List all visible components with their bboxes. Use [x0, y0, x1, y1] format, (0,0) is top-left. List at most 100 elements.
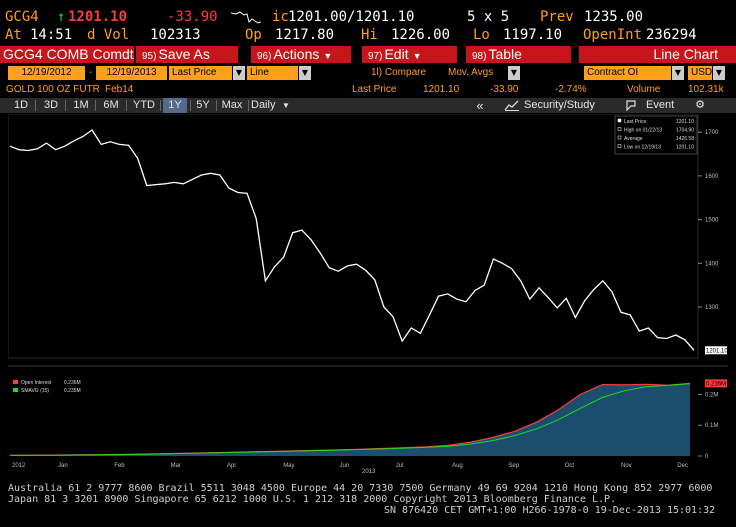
period-1y[interactable]: 1Y [163, 98, 187, 113]
info-last-price: 1201.10 [423, 84, 460, 95]
info-net-change: -33.90 [490, 84, 519, 95]
save-as-label: Save As [158, 46, 210, 62]
currency-select[interactable]: USD [688, 66, 712, 80]
table-button[interactable]: 98) Table [466, 46, 571, 63]
volume-label: d Vol [87, 27, 130, 43]
info-pct-change: -2.74% [555, 84, 587, 95]
start-date-input[interactable]: 12/19/2012 [8, 66, 85, 80]
period-ytd[interactable]: YTD [133, 99, 155, 111]
oi-legend-value: 0.236M [64, 380, 81, 386]
actions-menu[interactable]: 96) Actions ▼ [251, 46, 351, 63]
open-interest-label: OpenInt [583, 27, 643, 43]
x-tick-label: Sep [508, 463, 519, 469]
oi-y-tick-label: 0.2M [705, 392, 718, 398]
time-label: At [5, 27, 22, 43]
legend-value: 1201.10 [676, 119, 694, 125]
price-chart[interactable]: 1700 1600 1500 1400 1300 1201.10 0.2M 0.1M 0 0.… [8, 114, 728, 474]
security-field[interactable]: GCG4 COMB Comdt [0, 46, 134, 63]
divider [216, 100, 217, 111]
chart-style-dropdown-icon[interactable]: ▼ [299, 66, 311, 80]
edit-label: Edit [384, 46, 409, 62]
x-tick-label: Nov [621, 463, 632, 469]
footer-contacts-2: Japan 81 3 3201 8900 Singapore 65 6212 1… [8, 494, 617, 505]
smavg-line [9, 383, 691, 456]
oi-legend-value: 0.235M [64, 388, 81, 394]
divider [35, 100, 36, 111]
bid-ask: 1201.00/1201.10 [288, 9, 415, 25]
legend-marker [617, 127, 622, 131]
price-legend-box [614, 115, 698, 155]
x-tick-label: Mar [171, 463, 181, 469]
y-tick-label: 1300 [705, 305, 719, 311]
currency-dropdown-icon[interactable]: ▼ [713, 66, 725, 80]
event-button[interactable]: Event [646, 99, 675, 111]
x-year-label: 2013 [362, 469, 376, 474]
divider [248, 100, 249, 111]
open-interest-value: 236294 [646, 27, 697, 43]
price-field-dropdown-icon[interactable]: ▼ [233, 66, 245, 80]
divider [126, 100, 127, 111]
high-price: 1226.00 [391, 27, 451, 43]
x-tick-label: Jul [396, 463, 404, 469]
date-range-dash: - [89, 67, 93, 78]
last-price: 1201.10 [68, 9, 128, 25]
lower-study-select[interactable]: Contract OI [584, 66, 671, 80]
compare-button[interactable]: 1l) Compare [371, 67, 427, 78]
save-as-button[interactable]: 95) Save As [136, 46, 238, 63]
mov-avgs-button[interactable]: Mov. Avgs [448, 67, 494, 78]
high-label: Hi [361, 27, 378, 43]
period-6m[interactable]: 6M [103, 99, 119, 111]
period-3d[interactable]: 3D [43, 99, 59, 111]
oi-y-tick-label: 0.1M [705, 423, 718, 429]
divider [190, 100, 191, 111]
frequency-select[interactable]: Daily [251, 99, 276, 111]
legend-label: High on 01/22/13 [624, 128, 662, 134]
divider [65, 100, 66, 111]
period-max[interactable]: Max [221, 99, 243, 111]
mov-avgs-dropdown-icon[interactable]: ▼ [508, 66, 520, 80]
oi-legend-swatch [13, 380, 18, 384]
legend-marker [617, 144, 622, 148]
x-tick-label: Jun [340, 463, 350, 469]
collapse-icon[interactable]: « [476, 98, 484, 113]
ticker: GCG4 [5, 9, 39, 25]
period-1m[interactable]: 1M [73, 99, 89, 111]
legend-label: Average [624, 136, 643, 142]
legend-label: Last Price [624, 119, 646, 125]
divider [95, 100, 96, 111]
x-tick-label: Dec [677, 463, 688, 469]
chart-style-select[interactable]: Line [247, 66, 298, 80]
lower-study-dropdown-icon[interactable]: ▼ [672, 66, 684, 80]
legend-label: Low on 12/19/13 [624, 145, 661, 151]
open-label: Op [245, 27, 262, 43]
actions-number: 96) [257, 51, 272, 62]
y-tick-label: 1600 [705, 174, 719, 180]
period-1d[interactable]: 1D [13, 99, 29, 111]
bid-ask-size: 5 x 5 [467, 9, 510, 25]
edit-menu[interactable]: 97) Edit ▼ [362, 46, 457, 63]
price-series-line [9, 129, 695, 351]
x-tick-label: May [283, 463, 294, 469]
view-title: Line Chart [579, 46, 736, 63]
x-tick-label: Apr [227, 463, 236, 469]
event-icon[interactable] [619, 98, 643, 113]
table-label: Table [488, 46, 522, 62]
bid-label: ic [272, 9, 289, 25]
frequency-dropdown-icon[interactable]: ▼ [282, 101, 290, 110]
security-study-icon[interactable] [504, 98, 520, 113]
legend-marker [617, 135, 622, 140]
end-date-input[interactable]: 12/19/2013 [96, 66, 167, 80]
security-study-button[interactable]: Security/Study [524, 99, 595, 111]
save-as-number: 95) [142, 51, 157, 62]
legend-value: 1704.90 [676, 128, 694, 134]
y-tick-label: 1700 [705, 130, 719, 136]
price-field-select[interactable]: Last Price [169, 66, 232, 80]
settings-icon[interactable]: ⚙ [695, 99, 705, 111]
last-price-tag: 1201.10 [705, 346, 728, 355]
oi-legend-swatch [13, 388, 18, 392]
x-tick-label: Oct [565, 463, 575, 469]
legend-value: 1426.58 [676, 136, 694, 142]
net-change: -33.90 [167, 9, 218, 25]
open-interest-area [10, 383, 690, 456]
period-5y[interactable]: 5Y [196, 99, 210, 111]
